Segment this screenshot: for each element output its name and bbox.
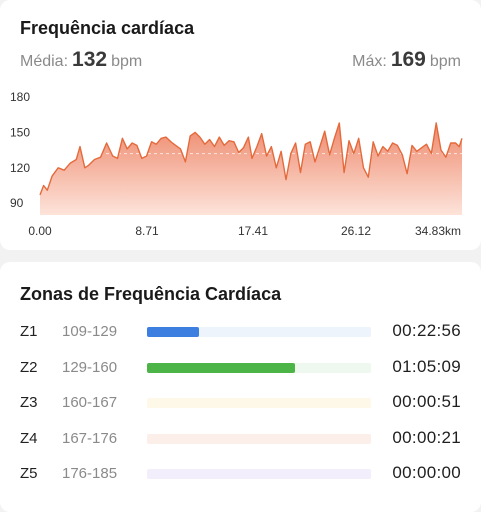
- zone-bpm-range: 129-160: [62, 358, 118, 376]
- zone-label: Z2: [20, 358, 38, 376]
- zone-duration: 01:05:09: [392, 356, 461, 376]
- max-unit: bpm: [429, 53, 461, 70]
- zone-row-z2: Z2 129-160 01:05:09: [0, 351, 481, 385]
- zone-row-z5: Z5 176-185 00:00:00: [0, 457, 481, 491]
- zone-duration: 00:00:21: [392, 427, 461, 447]
- zone-duration: 00:00:51: [392, 392, 461, 411]
- max-value: 169: [390, 48, 426, 71]
- zone-row-z1: Z1 109-129 00:22:56: [0, 315, 481, 349]
- heart-rate-title: Frequência cardíaca: [20, 18, 195, 38]
- max-stat: Máx: 169 bpm: [352, 48, 461, 72]
- zone-duration: 00:22:56: [392, 321, 461, 340]
- zone-row-z4: Z4 167-176 00:00:21: [0, 422, 481, 456]
- hr-zones-title: Zonas de Frequência Cardíaca: [20, 284, 282, 304]
- zone-progress-fill: [147, 362, 295, 373]
- average-value: 132: [72, 48, 108, 71]
- x-tick-label: 34.83km: [415, 224, 461, 238]
- zone-duration: 00:00:00: [392, 463, 461, 482]
- average-unit: bpm: [111, 53, 143, 70]
- max-label: Máx:: [352, 53, 387, 70]
- heart-rate-card: Frequência cardíaca Média: 132 bpm Máx: 169…: [0, 0, 481, 250]
- x-tick-label: 8.71: [135, 224, 159, 238]
- zone-label: Z4: [20, 429, 38, 447]
- heart-rate-chart: 180 150 120 90 0.00 8.71 17.41 26.12 34.83km: [10, 90, 463, 238]
- zone-progress-fill: [147, 327, 199, 337]
- average-label: Média:: [20, 53, 69, 70]
- y-tick-label: 90: [10, 196, 24, 210]
- hr-zones-card: Zonas de Frequência Cardíaca Z1 109-129 00…: [0, 262, 481, 512]
- y-tick-label: 150: [10, 125, 30, 139]
- y-tick-label: 120: [10, 161, 30, 175]
- zone-progress-track: [147, 362, 371, 373]
- zone-label: Z5: [20, 465, 38, 482]
- zone-row-z3: Z3 160-167 00:00:51: [0, 386, 481, 420]
- zone-bpm-range: 167-176: [62, 429, 118, 447]
- zone-progress-track: [147, 327, 371, 337]
- zone-bpm-range: 109-129: [62, 323, 118, 340]
- y-tick-label: 180: [10, 90, 30, 104]
- average-stat: Média: 132 bpm: [20, 48, 142, 72]
- x-tick-label: 26.12: [341, 224, 371, 238]
- zone-label: Z1: [20, 323, 38, 340]
- zone-progress-track: [147, 469, 371, 479]
- heart-rate-line: [39, 122, 463, 196]
- heart-rate-area: [40, 123, 462, 215]
- x-tick-label: 0.00: [28, 224, 52, 238]
- x-tick-label: 17.41: [238, 224, 268, 238]
- zone-bpm-range: 160-167: [62, 394, 118, 411]
- zone-progress-track: [147, 433, 371, 444]
- zone-progress-track: [147, 398, 371, 408]
- zone-bpm-range: 176-185: [62, 465, 118, 482]
- zone-label: Z3: [20, 394, 38, 411]
